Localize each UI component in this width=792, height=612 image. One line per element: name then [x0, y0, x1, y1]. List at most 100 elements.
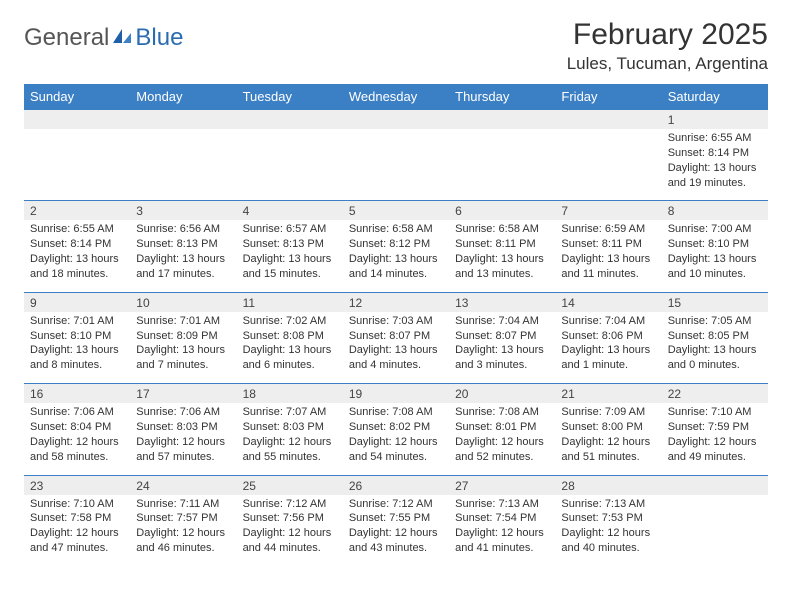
day-body-cell: Sunrise: 6:55 AMSunset: 8:14 PMDaylight:…: [662, 129, 768, 201]
day-body-cell: Sunrise: 7:08 AMSunset: 8:02 PMDaylight:…: [343, 403, 449, 475]
daylight-line: Daylight: 13 hours and 19 minutes.: [668, 161, 762, 191]
day-header: Sunday: [24, 84, 130, 110]
logo: General Blue: [24, 18, 183, 52]
day-header: Monday: [130, 84, 236, 110]
daylight-line: Daylight: 12 hours and 40 minutes.: [561, 526, 655, 556]
day-body-cell: Sunrise: 6:55 AMSunset: 8:14 PMDaylight:…: [24, 220, 130, 292]
sunset-line: Sunset: 8:02 PM: [349, 420, 443, 435]
sunset-line: Sunset: 8:03 PM: [243, 420, 337, 435]
day-body-cell: Sunrise: 7:08 AMSunset: 8:01 PMDaylight:…: [449, 403, 555, 475]
daylight-line: Daylight: 13 hours and 18 minutes.: [30, 252, 124, 282]
day-body-cell: Sunrise: 7:13 AMSunset: 7:53 PMDaylight:…: [555, 495, 661, 566]
day-number-cell: 6: [449, 201, 555, 221]
day-number-cell: [343, 110, 449, 130]
daylight-line: Daylight: 12 hours and 41 minutes.: [455, 526, 549, 556]
day-number: 17: [136, 387, 149, 401]
day-number: 6: [455, 204, 462, 218]
day-body-cell: Sunrise: 7:11 AMSunset: 7:57 PMDaylight:…: [130, 495, 236, 566]
day-number-cell: 17: [130, 384, 236, 404]
daylight-line: Daylight: 12 hours and 44 minutes.: [243, 526, 337, 556]
sunset-line: Sunset: 8:13 PM: [136, 237, 230, 252]
day-number: 11: [243, 296, 255, 310]
sunrise-line: Sunrise: 6:55 AM: [668, 131, 762, 146]
day-number-cell: 18: [237, 384, 343, 404]
daylight-line: Daylight: 13 hours and 10 minutes.: [668, 252, 762, 282]
sunrise-line: Sunrise: 7:07 AM: [243, 405, 337, 420]
day-header: Friday: [555, 84, 661, 110]
day-number: 9: [30, 296, 37, 310]
day-number: 12: [349, 296, 362, 310]
day-number: 28: [561, 479, 574, 493]
day-body-cell: Sunrise: 7:07 AMSunset: 8:03 PMDaylight:…: [237, 403, 343, 475]
daylight-line: Daylight: 12 hours and 55 minutes.: [243, 435, 337, 465]
day-number: 8: [668, 204, 675, 218]
logo-text-blue: Blue: [135, 24, 183, 52]
day-body-cell: Sunrise: 7:10 AMSunset: 7:59 PMDaylight:…: [662, 403, 768, 475]
daylight-line: Daylight: 13 hours and 13 minutes.: [455, 252, 549, 282]
day-number: 1: [668, 113, 675, 127]
day-number-cell: 9: [24, 292, 130, 312]
week-body-row: Sunrise: 7:10 AMSunset: 7:58 PMDaylight:…: [24, 495, 768, 566]
day-number: 22: [668, 387, 681, 401]
sunrise-line: Sunrise: 6:57 AM: [243, 222, 337, 237]
day-body-cell: Sunrise: 7:12 AMSunset: 7:56 PMDaylight:…: [237, 495, 343, 566]
sunset-line: Sunset: 8:11 PM: [455, 237, 549, 252]
day-number-cell: [237, 110, 343, 130]
sunset-line: Sunset: 8:07 PM: [349, 329, 443, 344]
sunrise-line: Sunrise: 6:59 AM: [561, 222, 655, 237]
sunrise-line: Sunrise: 6:58 AM: [455, 222, 549, 237]
day-number-cell: 11: [237, 292, 343, 312]
sunrise-line: Sunrise: 7:13 AM: [455, 497, 549, 512]
day-number-cell: 4: [237, 201, 343, 221]
sunset-line: Sunset: 7:56 PM: [243, 511, 337, 526]
day-number-cell: 3: [130, 201, 236, 221]
day-number: 23: [30, 479, 43, 493]
page-title: February 2025: [567, 18, 768, 52]
sunset-line: Sunset: 8:01 PM: [455, 420, 549, 435]
sunrise-line: Sunrise: 7:12 AM: [349, 497, 443, 512]
day-body-cell: Sunrise: 7:04 AMSunset: 8:07 PMDaylight:…: [449, 312, 555, 384]
daylight-line: Daylight: 12 hours and 49 minutes.: [668, 435, 762, 465]
day-number: 25: [243, 479, 256, 493]
day-number: 15: [668, 296, 681, 310]
day-number-cell: 24: [130, 475, 236, 495]
sunset-line: Sunset: 7:54 PM: [455, 511, 549, 526]
daylight-line: Daylight: 12 hours and 47 minutes.: [30, 526, 124, 556]
sunset-line: Sunset: 8:05 PM: [668, 329, 762, 344]
day-number-cell: 8: [662, 201, 768, 221]
daylight-line: Daylight: 13 hours and 4 minutes.: [349, 343, 443, 373]
day-body-cell: Sunrise: 6:56 AMSunset: 8:13 PMDaylight:…: [130, 220, 236, 292]
sunset-line: Sunset: 8:09 PM: [136, 329, 230, 344]
sunset-line: Sunset: 8:03 PM: [136, 420, 230, 435]
daylight-line: Daylight: 12 hours and 46 minutes.: [136, 526, 230, 556]
day-body-cell: Sunrise: 6:59 AMSunset: 8:11 PMDaylight:…: [555, 220, 661, 292]
day-number-cell: [130, 110, 236, 130]
sail-icon: [111, 27, 133, 50]
sunrise-line: Sunrise: 7:09 AM: [561, 405, 655, 420]
sunrise-line: Sunrise: 6:55 AM: [30, 222, 124, 237]
daylight-line: Daylight: 12 hours and 58 minutes.: [30, 435, 124, 465]
day-number-cell: 25: [237, 475, 343, 495]
daylight-line: Daylight: 12 hours and 52 minutes.: [455, 435, 549, 465]
header: General Blue February 2025 Lules, Tucuma…: [24, 18, 768, 74]
day-number: 3: [136, 204, 143, 218]
sunrise-line: Sunrise: 7:11 AM: [136, 497, 230, 512]
day-header: Saturday: [662, 84, 768, 110]
day-body-cell: [343, 129, 449, 201]
sunset-line: Sunset: 8:07 PM: [455, 329, 549, 344]
day-number-cell: 22: [662, 384, 768, 404]
day-number-cell: 19: [343, 384, 449, 404]
sunrise-line: Sunrise: 6:56 AM: [136, 222, 230, 237]
sunrise-line: Sunrise: 7:13 AM: [561, 497, 655, 512]
calendar-table: Sunday Monday Tuesday Wednesday Thursday…: [24, 84, 768, 566]
day-body-cell: [555, 129, 661, 201]
day-number-cell: 23: [24, 475, 130, 495]
day-header-row: Sunday Monday Tuesday Wednesday Thursday…: [24, 84, 768, 110]
day-body-cell: Sunrise: 7:12 AMSunset: 7:55 PMDaylight:…: [343, 495, 449, 566]
day-body-cell: Sunrise: 7:05 AMSunset: 8:05 PMDaylight:…: [662, 312, 768, 384]
day-number-cell: [662, 475, 768, 495]
sunrise-line: Sunrise: 7:04 AM: [455, 314, 549, 329]
sunrise-line: Sunrise: 7:00 AM: [668, 222, 762, 237]
sunrise-line: Sunrise: 7:01 AM: [30, 314, 124, 329]
daylight-line: Daylight: 13 hours and 15 minutes.: [243, 252, 337, 282]
